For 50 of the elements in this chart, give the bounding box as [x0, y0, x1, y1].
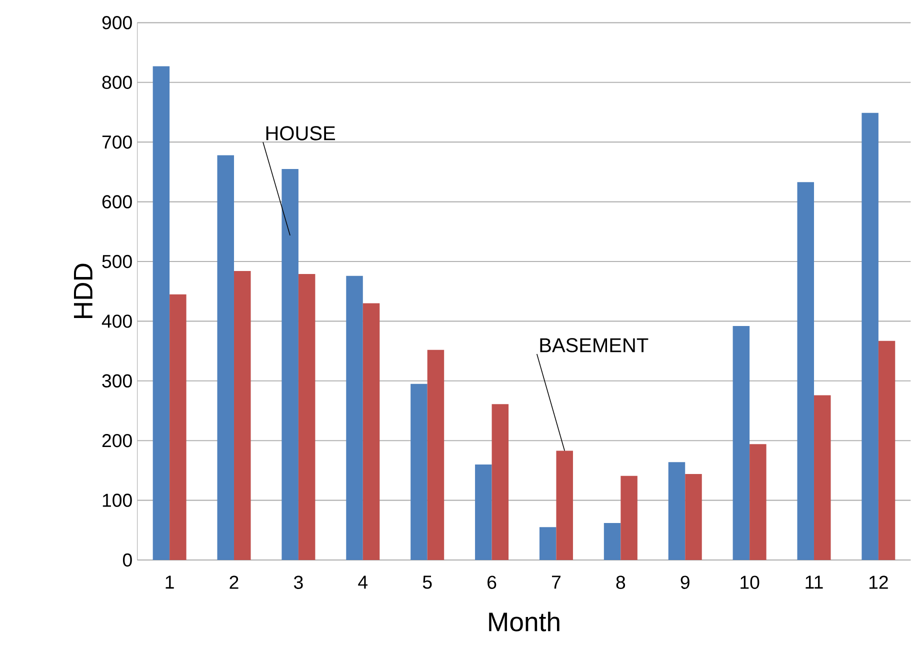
x-tick-label: 1: [166, 576, 174, 589]
y-tick-label: 100: [102, 494, 132, 507]
bar: [492, 404, 509, 560]
bar: [814, 395, 831, 560]
y-tick-label: 0: [122, 553, 132, 567]
bar: [604, 522, 621, 560]
y-tick-label: 600: [102, 195, 132, 208]
y-tick-label: 700: [102, 135, 132, 149]
bar: [539, 527, 556, 560]
x-tick-label: 6: [488, 576, 496, 589]
bar: [668, 462, 686, 560]
bar: [427, 350, 444, 560]
bar: [152, 66, 170, 560]
bar: [346, 276, 363, 560]
x-axis-title: Month: [489, 612, 560, 632]
bar: [685, 474, 702, 560]
x-tick-label: 11: [806, 576, 823, 589]
bar: [170, 294, 186, 560]
x-tick-label: 8: [616, 576, 626, 589]
bar: [878, 340, 896, 560]
x-tick-label: 4: [358, 576, 368, 589]
y-tick-label: 300: [102, 374, 132, 388]
x-tick-label: 2: [230, 576, 238, 589]
bar: [556, 450, 573, 560]
bar: [797, 182, 814, 560]
x-tick-label: 7: [552, 576, 560, 589]
bar: [217, 155, 234, 560]
bar: [410, 384, 428, 560]
y-tick-label: 900: [102, 16, 132, 30]
series-label: HOUSE: [266, 126, 335, 140]
x-tick-label: 12: [869, 576, 888, 589]
y-tick-label: 200: [102, 434, 132, 448]
y-tick-label: 400: [102, 314, 132, 328]
bar: [862, 112, 878, 560]
bar: [234, 271, 251, 560]
bar: [298, 274, 316, 560]
x-tick-label: 5: [422, 576, 432, 589]
bar: [475, 464, 492, 560]
x-tick-label: 9: [680, 576, 690, 589]
bar: [732, 326, 750, 560]
bar: [282, 168, 298, 560]
x-tick-label: 3: [294, 576, 303, 589]
bar: [362, 303, 380, 560]
bar: [620, 476, 638, 560]
bar: [750, 444, 766, 560]
y-tick-label: 500: [102, 254, 132, 268]
x-tick-label: 10: [740, 576, 760, 589]
y-axis-title: HDD: [74, 264, 92, 318]
y-tick-label: 800: [102, 76, 132, 89]
text: BASEMENT: [540, 338, 648, 352]
